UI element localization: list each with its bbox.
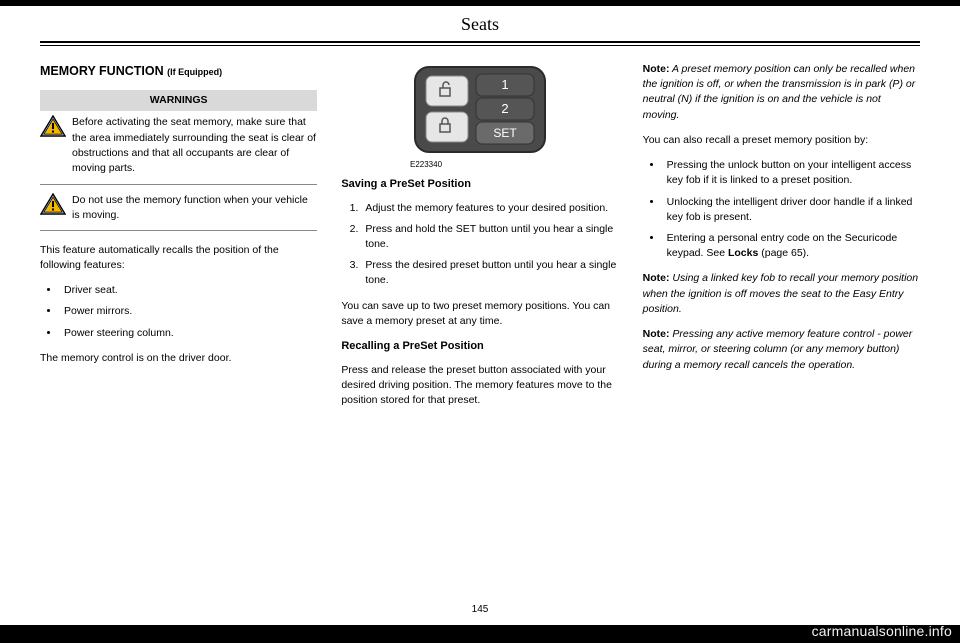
- locks-link: Locks: [728, 247, 758, 259]
- button-1-label: 1: [501, 77, 508, 92]
- list-item: Power steering column.: [60, 326, 317, 341]
- page-number: 145: [0, 604, 960, 615]
- subheading: Recalling a PreSet Position: [341, 339, 618, 355]
- note-paragraph: Note: A preset memory position can only …: [643, 62, 920, 123]
- list-item-tail: (page 65).: [758, 247, 809, 259]
- recall-list: Pressing the unlock button on your intel…: [643, 158, 920, 261]
- section-title: MEMORY FUNCTION (If Equipped): [40, 62, 317, 80]
- note-text: Using a linked key fob to recall your me…: [643, 272, 918, 314]
- list-item: Pressing the unlock button on your intel…: [663, 158, 920, 188]
- warning-item: Do not use the memory function when your…: [40, 193, 317, 230]
- list-item: Press and hold the SET button until you …: [361, 222, 618, 252]
- body-paragraph: You can save up to two preset memory pos…: [341, 299, 618, 329]
- figure-label: E223340: [410, 159, 550, 171]
- warning-triangle-icon: [40, 193, 66, 223]
- column-1: MEMORY FUNCTION (If Equipped) WARNINGS B…: [40, 62, 317, 419]
- subheading: Saving a PreSet Position: [341, 177, 618, 193]
- button-2-label: 2: [501, 101, 508, 116]
- warning-item: Before activating the seat memory, make …: [40, 115, 317, 185]
- warnings-header: WARNINGS: [40, 90, 317, 111]
- title-main: MEMORY FUNCTION: [40, 64, 164, 78]
- page-header: Seats: [0, 6, 960, 41]
- warnings-block: Before activating the seat memory, make …: [40, 115, 317, 230]
- memory-switch-figure: 1 2 SET E223340: [410, 62, 550, 171]
- list-item: Driver seat.: [60, 283, 317, 298]
- header-rule-thick: [40, 41, 920, 43]
- list-item: Entering a personal entry code on the Se…: [663, 231, 920, 261]
- body-paragraph: The memory control is on the driver door…: [40, 351, 317, 366]
- list-item: Press the desired preset button until yo…: [361, 258, 618, 288]
- body-paragraph: This feature automatically recalls the p…: [40, 243, 317, 273]
- note-text: A preset memory position can only be rec…: [643, 63, 916, 121]
- note-label: Note:: [643, 272, 670, 284]
- body-paragraph: You can also recall a preset memory posi…: [643, 133, 920, 148]
- list-item: Unlocking the intelligent driver door ha…: [663, 195, 920, 225]
- warning-triangle-icon: [40, 115, 66, 176]
- watermark: carmanualsonline.info: [812, 623, 952, 639]
- column-2: 1 2 SET E223340 Saving a PreSet Position…: [341, 62, 618, 419]
- note-label: Note:: [643, 328, 670, 340]
- title-sub: (If Equipped): [167, 67, 222, 77]
- page: Seats MEMORY FUNCTION (If Equipped) WARN…: [0, 6, 960, 625]
- warning-text: Before activating the seat memory, make …: [72, 115, 317, 176]
- note-paragraph: Note: Pressing any active memory feature…: [643, 327, 920, 373]
- column-3: Note: A preset memory position can only …: [643, 62, 920, 419]
- warning-text: Do not use the memory function when your…: [72, 193, 317, 223]
- note-text: Pressing any active memory feature contr…: [643, 328, 913, 370]
- note-label: Note:: [643, 63, 670, 75]
- body-paragraph: Press and release the preset button asso…: [341, 363, 618, 409]
- button-set-label: SET: [493, 126, 517, 140]
- list-item: Power mirrors.: [60, 304, 317, 319]
- save-steps: Adjust the memory features to your desir…: [341, 201, 618, 289]
- feature-list: Driver seat. Power mirrors. Power steeri…: [40, 283, 317, 341]
- list-item: Adjust the memory features to your desir…: [361, 201, 618, 216]
- content-columns: MEMORY FUNCTION (If Equipped) WARNINGS B…: [0, 46, 960, 419]
- note-paragraph: Note: Using a linked key fob to recall y…: [643, 271, 920, 317]
